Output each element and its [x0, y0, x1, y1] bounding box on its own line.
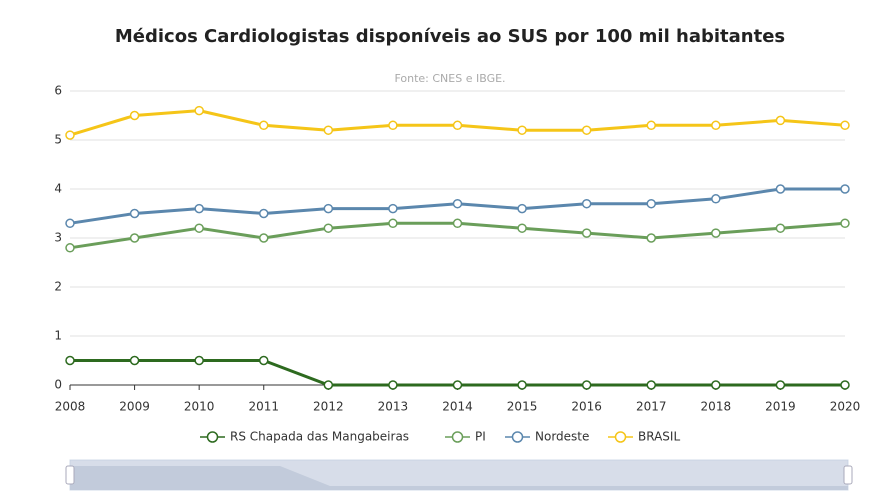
- x-tick-label: 2019: [765, 400, 796, 414]
- y-tick-label: 5: [54, 133, 62, 147]
- data-point: [581, 228, 592, 238]
- data-point: [452, 198, 463, 209]
- data-point: [388, 120, 398, 131]
- legend-label: PI: [475, 430, 486, 444]
- data-point: [711, 228, 721, 238]
- data-point: [517, 125, 527, 135]
- data-point: [388, 380, 398, 390]
- legend-item[interactable]: RS Chapada das Mangabeiras: [200, 430, 409, 444]
- x-tick-label: 2008: [55, 400, 86, 414]
- data-point: [194, 355, 204, 366]
- x-tick-label: 2011: [248, 400, 279, 414]
- y-tick-label: 6: [54, 84, 62, 98]
- data-point: [581, 198, 592, 209]
- legend-icon-dot: [206, 431, 219, 443]
- data-point: [581, 125, 592, 135]
- data-point: [517, 203, 527, 214]
- legend-label: BRASIL: [638, 430, 680, 444]
- data-point: [388, 218, 398, 229]
- y-tick-label: 0: [54, 378, 62, 392]
- legend-icon-dot: [614, 431, 627, 443]
- legend-icon-dot: [451, 431, 464, 443]
- data-point: [646, 233, 656, 243]
- data-point: [775, 380, 786, 390]
- legend-item[interactable]: BRASIL: [608, 430, 680, 444]
- data-point: [259, 233, 269, 243]
- data-point: [775, 184, 786, 194]
- data-point: [323, 125, 334, 135]
- zoom-window: [70, 460, 848, 490]
- y-tick-label: 2: [54, 280, 62, 294]
- data-point: [581, 380, 592, 390]
- chart-subtitle: Fonte: CNES e IBGE.: [394, 72, 505, 85]
- data-point: [840, 184, 850, 194]
- data-point: [129, 110, 140, 121]
- data-point: [840, 218, 850, 229]
- legend-item[interactable]: PI: [445, 430, 486, 444]
- x-tick-label: 2013: [378, 400, 409, 414]
- data-point: [259, 355, 269, 366]
- data-point: [775, 223, 786, 233]
- data-point: [129, 208, 140, 219]
- data-point: [194, 203, 204, 214]
- legend-label: Nordeste: [535, 430, 589, 444]
- data-point: [517, 223, 527, 233]
- data-point: [129, 355, 140, 366]
- data-point: [194, 223, 204, 233]
- data-point: [646, 120, 656, 131]
- data-point: [517, 380, 527, 390]
- data-point: [323, 203, 334, 214]
- data-point: [194, 105, 204, 116]
- zoom-handle-left[interactable]: [65, 465, 75, 485]
- data-point: [259, 208, 269, 219]
- data-point: [323, 223, 334, 233]
- data-point: [711, 380, 721, 390]
- data-point: [711, 194, 721, 204]
- data-point: [323, 380, 334, 390]
- data-point: [840, 120, 850, 131]
- x-tick-label: 2018: [701, 400, 732, 414]
- legend-label: RS Chapada das Mangabeiras: [230, 430, 409, 444]
- data-point: [840, 380, 850, 390]
- zoom-handle-right[interactable]: [843, 465, 853, 485]
- data-point: [646, 198, 656, 209]
- data-point: [388, 203, 398, 214]
- x-tick-label: 2010: [184, 400, 215, 414]
- legend-item[interactable]: Nordeste: [505, 430, 589, 444]
- y-tick-label: 3: [54, 231, 62, 245]
- data-point: [259, 120, 269, 131]
- y-tick-label: 4: [54, 182, 62, 196]
- x-tick-label: 2020: [830, 400, 861, 414]
- y-tick-label: 1: [54, 329, 62, 343]
- legend-icon-dot: [511, 431, 524, 443]
- x-tick-label: 2012: [313, 400, 344, 414]
- data-zoom[interactable]: [65, 459, 853, 491]
- chart-title: Médicos Cardiologistas disponíveis ao SU…: [115, 26, 785, 47]
- data-point: [65, 243, 75, 253]
- x-tick-label: 2014: [442, 400, 473, 414]
- data-point: [646, 380, 656, 390]
- x-tick-label: 2015: [507, 400, 538, 414]
- data-point: [452, 218, 463, 229]
- data-point: [65, 355, 75, 366]
- data-point: [129, 233, 140, 243]
- x-tick-label: 2009: [119, 400, 150, 414]
- x-tick-label: 2016: [571, 400, 602, 414]
- zoom-shadow: [70, 466, 848, 490]
- data-point: [65, 218, 75, 229]
- data-point: [775, 115, 786, 126]
- data-point: [711, 120, 721, 131]
- data-point: [452, 380, 463, 390]
- data-point: [65, 130, 75, 140]
- data-point: [452, 120, 463, 131]
- x-tick-label: 2017: [636, 400, 667, 414]
